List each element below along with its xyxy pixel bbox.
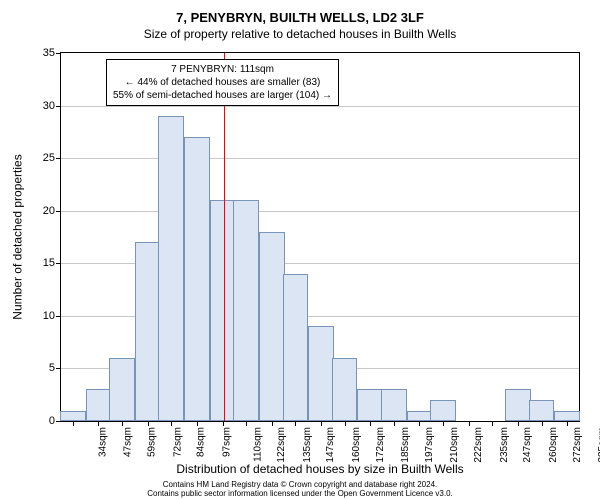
y-axis-label: Number of detached properties <box>10 52 26 422</box>
x-tick-mark <box>98 421 99 426</box>
x-tick-label: 235sqm <box>499 427 510 463</box>
annotation-box: 7 PENYBRYN: 111sqm ← 44% of detached hou… <box>106 59 339 106</box>
x-tick-label: 185sqm <box>400 427 411 463</box>
x-tick-mark <box>73 421 74 426</box>
histogram-bar <box>332 358 358 421</box>
x-tick-label: 135sqm <box>302 427 313 463</box>
annotation-line2: ← 44% of detached houses are smaller (83… <box>113 76 332 89</box>
x-tick-mark <box>469 421 470 426</box>
y-tick-label: 5 <box>25 362 61 374</box>
x-tick-mark <box>321 421 322 426</box>
histogram-bar <box>60 411 86 422</box>
x-tick-mark <box>246 421 247 426</box>
histogram-bar <box>505 389 531 421</box>
x-tick-mark <box>345 421 346 426</box>
y-tick-label: 0 <box>25 415 61 427</box>
x-tick-mark <box>122 421 123 426</box>
histogram-bar <box>184 137 210 421</box>
x-tick-mark <box>419 421 420 426</box>
x-tick-label: 110sqm <box>252 427 263 462</box>
x-tick-label: 222sqm <box>473 427 484 463</box>
x-tick-mark <box>272 421 273 426</box>
x-tick-label: 122sqm <box>276 427 287 463</box>
histogram-bar <box>381 389 407 421</box>
histogram-bar <box>210 200 236 421</box>
x-tick-label: 97sqm <box>221 427 232 457</box>
histogram-bar <box>86 389 112 421</box>
histogram-bar <box>308 326 334 421</box>
x-tick-mark <box>394 421 395 426</box>
y-tick-label: 10 <box>25 310 61 322</box>
annotation-line1: 7 PENYBRYN: 111sqm <box>113 63 332 76</box>
x-tick-label: 47sqm <box>123 427 134 457</box>
histogram-bar <box>259 232 285 421</box>
x-tick-mark <box>171 421 172 426</box>
y-tick-label: 35 <box>25 47 61 59</box>
annotation-line3: 55% of semi-detached houses are larger (… <box>113 89 332 102</box>
x-tick-label: 72sqm <box>172 427 183 457</box>
x-tick-label: 84sqm <box>196 427 207 457</box>
histogram-bar <box>357 389 383 421</box>
histogram-bar <box>529 400 555 421</box>
x-axis-label: Distribution of detached houses by size … <box>60 462 580 476</box>
x-tick-mark <box>492 421 493 426</box>
x-tick-label: 272sqm <box>572 427 583 463</box>
chart-subtitle: Size of property relative to detached ho… <box>0 25 600 41</box>
x-tick-mark <box>148 421 149 426</box>
histogram-bar <box>430 400 456 421</box>
x-tick-label: 197sqm <box>424 427 435 463</box>
x-tick-label: 260sqm <box>548 427 559 463</box>
y-tick-label: 15 <box>25 257 61 269</box>
x-tick-mark <box>443 421 444 426</box>
chart-supertitle: 7, PENYBRYN, BUILTH WELLS, LD2 3LF <box>0 0 600 25</box>
y-tick-label: 20 <box>25 205 61 217</box>
x-tick-mark <box>223 421 224 426</box>
x-tick-label: 34sqm <box>97 427 108 457</box>
x-tick-label: 172sqm <box>375 427 386 463</box>
x-tick-label: 147sqm <box>325 427 336 463</box>
histogram-bar <box>554 411 580 422</box>
x-tick-mark <box>295 421 296 426</box>
grid-line <box>61 211 579 212</box>
x-tick-mark <box>567 421 568 426</box>
x-tick-label: 247sqm <box>522 427 533 463</box>
histogram-bar <box>407 411 433 422</box>
histogram-bar <box>283 274 309 421</box>
x-tick-mark <box>370 421 371 426</box>
x-tick-mark <box>542 421 543 426</box>
reference-line <box>224 53 225 421</box>
histogram-bar <box>109 358 135 421</box>
footer-attribution: Contains HM Land Registry data © Crown c… <box>0 480 600 499</box>
histogram-bar <box>135 242 161 421</box>
x-tick-mark <box>518 421 519 426</box>
x-tick-label: 160sqm <box>351 427 362 463</box>
plot-area: 0510152025303534sqm47sqm59sqm72sqm84sqm9… <box>60 52 580 422</box>
x-tick-mark <box>197 421 198 426</box>
y-tick-label: 25 <box>25 152 61 164</box>
x-tick-label: 59sqm <box>147 427 158 457</box>
grid-line <box>61 158 579 159</box>
histogram-bar <box>158 116 184 421</box>
x-tick-label: 210sqm <box>450 427 461 463</box>
histogram-bar <box>233 200 259 421</box>
y-tick-label: 30 <box>25 100 61 112</box>
